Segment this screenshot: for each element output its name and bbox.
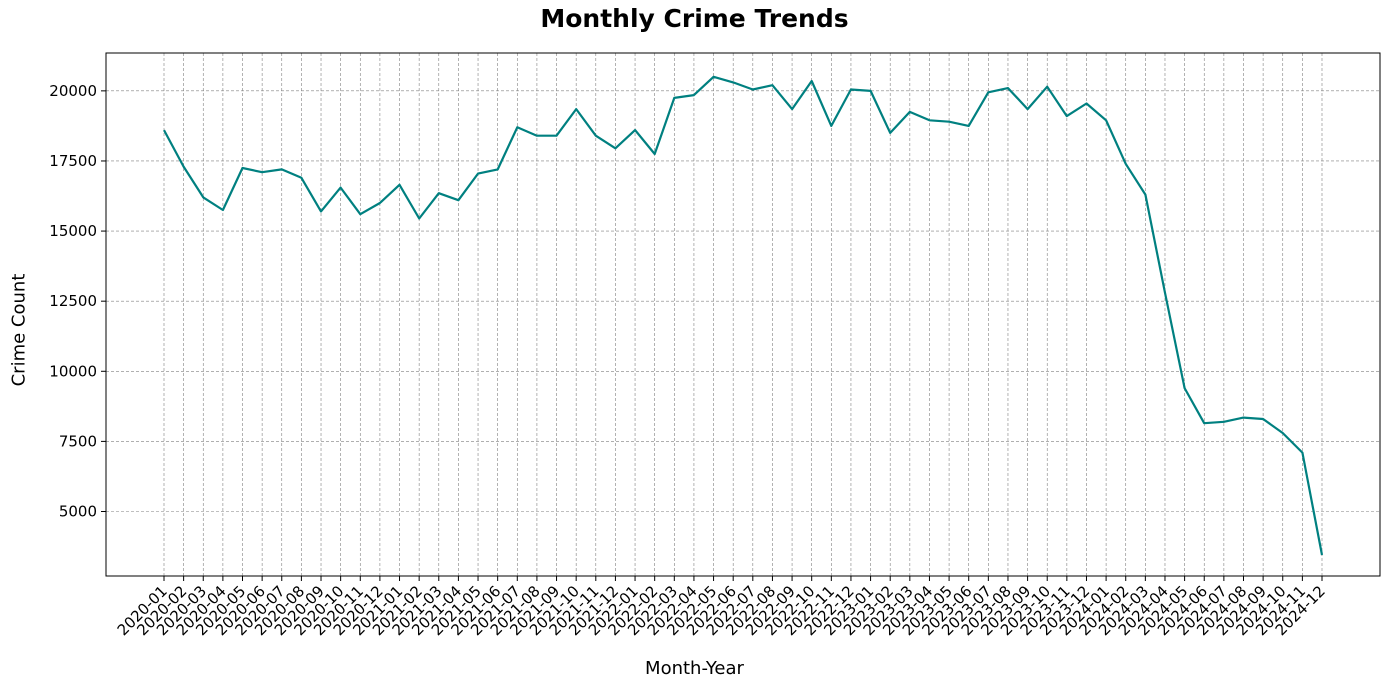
- series-line: [163, 75, 1324, 556]
- data-point: [1281, 431, 1285, 435]
- series-layer: [162, 75, 1324, 557]
- y-tick-label: 10000: [49, 362, 97, 380]
- data-point: [1124, 162, 1128, 166]
- y-tick-label: 15000: [49, 222, 97, 240]
- data-point: [398, 183, 402, 187]
- data-point: [1026, 107, 1030, 111]
- data-point: [1320, 553, 1324, 557]
- data-point: [535, 134, 539, 138]
- data-point: [908, 110, 912, 114]
- data-point: [653, 152, 657, 156]
- data-point: [574, 107, 578, 111]
- x-axis-label: Month-Year: [645, 658, 744, 679]
- data-point: [280, 167, 284, 171]
- data-point: [1222, 420, 1226, 424]
- data-point: [927, 118, 931, 122]
- data-point: [1143, 193, 1147, 197]
- data-point: [888, 131, 892, 135]
- data-point: [476, 172, 480, 176]
- data-point: [692, 93, 696, 97]
- data-point: [221, 208, 225, 212]
- data-point: [201, 195, 205, 199]
- data-point: [672, 96, 676, 100]
- plot-area-frame: [105, 52, 1381, 577]
- y-tick-label: 17500: [49, 152, 97, 170]
- data-point: [1241, 416, 1245, 420]
- data-point: [339, 186, 343, 190]
- y-tick-label: 12500: [49, 292, 97, 310]
- data-point: [1183, 386, 1187, 390]
- y-tick-label: 20000: [49, 82, 97, 100]
- data-point: [633, 128, 637, 132]
- data-point: [1202, 421, 1206, 425]
- data-point: [417, 216, 421, 220]
- data-point: [182, 165, 186, 169]
- data-point: [378, 201, 382, 205]
- data-point: [496, 167, 500, 171]
- data-point: [437, 191, 441, 195]
- data-point: [790, 107, 794, 111]
- data-point: [1006, 86, 1010, 90]
- data-point: [810, 79, 814, 83]
- data-point: [1261, 417, 1265, 421]
- y-tick-label: 7500: [59, 432, 97, 450]
- data-point: [770, 83, 774, 87]
- data-point: [162, 128, 166, 132]
- data-point: [829, 124, 833, 128]
- data-point: [1084, 101, 1088, 105]
- data-point: [1065, 114, 1069, 118]
- data-point: [319, 209, 323, 213]
- data-point: [751, 87, 755, 91]
- data-point: [967, 124, 971, 128]
- chart-title: Monthly Crime Trends: [540, 4, 849, 33]
- data-point: [947, 120, 951, 124]
- data-point: [555, 134, 559, 138]
- data-point: [849, 87, 853, 91]
- y-tick-label: 5000: [59, 503, 97, 521]
- axis-ticks: 2020-012020-022020-032020-042020-052020-…: [49, 82, 1329, 639]
- data-point: [594, 134, 598, 138]
- data-point: [712, 75, 716, 79]
- data-point: [260, 170, 264, 174]
- grid-lines: [106, 53, 1380, 576]
- data-point: [515, 125, 519, 129]
- data-point: [1163, 291, 1167, 295]
- data-point: [358, 212, 362, 216]
- data-point: [1045, 85, 1049, 89]
- data-point: [241, 166, 245, 170]
- data-point: [731, 80, 735, 84]
- data-point: [613, 146, 617, 150]
- data-point: [986, 90, 990, 94]
- data-point: [299, 176, 303, 180]
- data-point: [456, 198, 460, 202]
- data-point: [869, 89, 873, 93]
- data-point: [1104, 118, 1108, 122]
- data-point: [1300, 451, 1304, 455]
